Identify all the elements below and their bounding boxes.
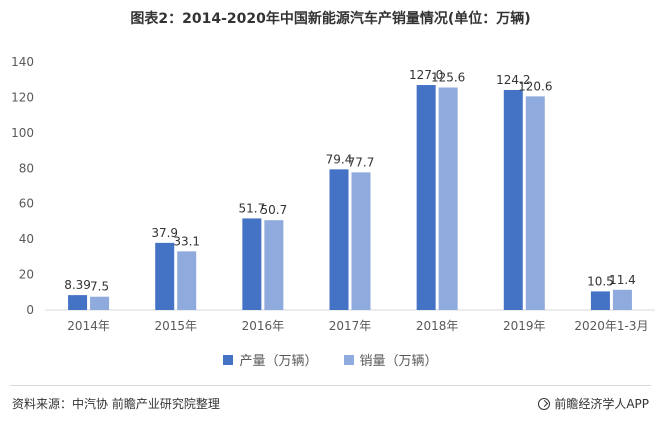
legend-item-production: 产量（万辆） <box>223 350 318 369</box>
source-note: 资料来源：中汽协 前瞻产业研究院整理 <box>12 397 220 411</box>
bar-value-label: 7.5 <box>90 280 109 294</box>
bar-production <box>242 218 262 310</box>
bar-production <box>503 89 523 310</box>
bar-value-label: 77.7 <box>348 155 375 169</box>
bar-production <box>155 242 175 310</box>
bar-production <box>329 169 349 310</box>
bar-production <box>68 295 88 310</box>
bar-sales <box>525 96 545 310</box>
bar-sales <box>90 296 110 310</box>
legend: 产量（万辆） 销量（万辆） <box>0 350 661 369</box>
y-tick-label: 40 <box>19 232 34 246</box>
bar-value-label: 51.7 <box>238 201 265 215</box>
y-tick-label: 80 <box>19 161 34 175</box>
legend-label-production: 产量（万辆） <box>239 354 318 369</box>
axes: 0 20 40 60 80 100 120 140 2014年 2015年 2016年 2017年 20… <box>11 55 655 333</box>
x-tick-label: 2015年 <box>154 319 197 333</box>
bar-value-label: 120.6 <box>518 79 552 93</box>
bar-sales <box>438 87 458 310</box>
bar-value-label: 79.4 <box>326 152 353 166</box>
bar-production <box>590 291 610 310</box>
brand: 前瞻经济学人APP <box>538 395 649 412</box>
bar-value-label: 33.1 <box>173 234 200 248</box>
bar-value-label: 10.5 <box>587 274 614 288</box>
x-tick-label: 2020年1-3月 <box>574 319 648 333</box>
bar-production <box>416 85 436 311</box>
legend-swatch-sales <box>343 354 354 365</box>
y-tick-label: 140 <box>11 55 34 69</box>
bar-value-label: 125.6 <box>431 71 465 85</box>
x-tick-label: 2014年 <box>67 319 110 333</box>
x-tick-label: 2016年 <box>242 319 285 333</box>
bars <box>68 85 632 311</box>
bar-value-label: 11.4 <box>609 273 636 287</box>
brand-logo-icon <box>538 397 551 410</box>
legend-swatch-production <box>223 354 234 365</box>
x-tick-label: 2019年 <box>503 319 546 333</box>
y-tick-label: 100 <box>11 126 34 140</box>
bar-chart: 0 20 40 60 80 100 120 140 2014年 2015年 2016年 2017年 20… <box>11 55 655 333</box>
bar-sales <box>612 289 632 310</box>
bar-value-label: 37.9 <box>151 226 178 240</box>
bar-value-label: 50.7 <box>260 203 287 217</box>
brand-label: 前瞻经济学人APP <box>554 397 649 411</box>
y-tick-label: 20 <box>19 268 34 282</box>
y-tick-label: 0 <box>26 303 34 317</box>
bar-value-label: 124.2 <box>496 73 530 87</box>
x-tick-label: 2017年 <box>329 319 372 333</box>
footer-divider <box>10 385 651 386</box>
bar-sales <box>351 172 371 310</box>
bar-value-label: 8.39 <box>64 278 91 292</box>
bar-sales <box>264 220 284 310</box>
x-tick-label: 2018年 <box>416 319 459 333</box>
y-tick-label: 60 <box>19 197 34 211</box>
legend-label-sales: 销量（万辆） <box>359 354 438 369</box>
y-tick-label: 120 <box>11 90 34 104</box>
legend-item-sales: 销量（万辆） <box>343 350 438 369</box>
data-labels: 8.39 7.5 37.933.1 51.750.7 79.477.7 127.0125.… <box>64 68 636 294</box>
bar-value-label: 127.0 <box>409 68 443 82</box>
chart-title: 图表2：2014-2020年中国新能源汽车产销量情况(单位：万辆) <box>130 11 531 27</box>
bar-sales <box>177 251 197 310</box>
